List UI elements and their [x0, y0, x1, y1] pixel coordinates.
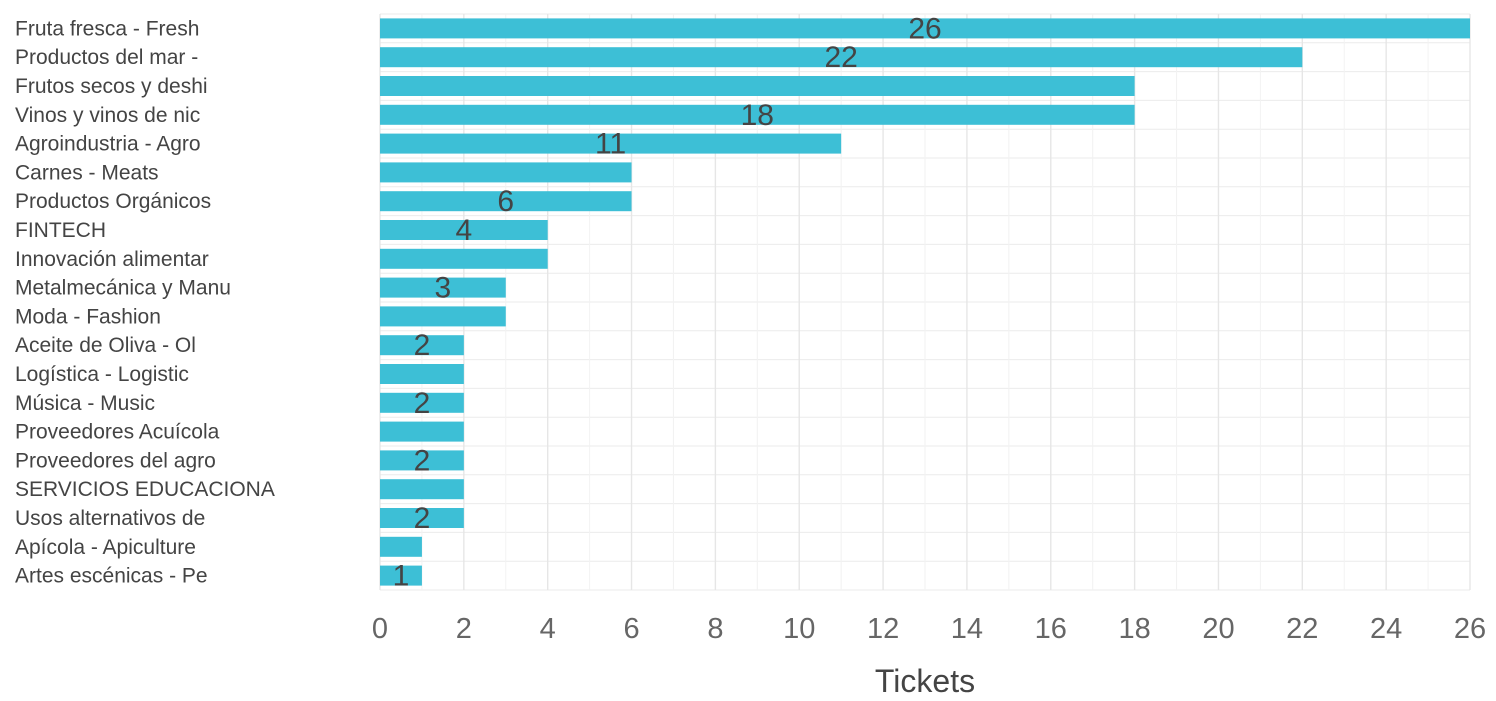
bar[interactable] — [380, 479, 464, 500]
bar[interactable] — [380, 162, 632, 183]
category-label: SERVICIOS EDUCACIONA — [15, 478, 275, 501]
x-tick-label: 18 — [1118, 613, 1150, 645]
x-tick-label: 14 — [951, 613, 983, 645]
x-tick-label: 0 — [372, 613, 388, 645]
bar[interactable] — [380, 335, 464, 356]
x-tick-labels: 0 2 4 6 8 10 12 14 16 18 20 22 24 26 — [372, 613, 1486, 645]
bar[interactable] — [380, 450, 464, 471]
bar[interactable] — [380, 565, 422, 586]
bar[interactable] — [380, 536, 422, 557]
x-tick-label: 12 — [867, 613, 899, 645]
category-label: Logística - Logistic — [15, 363, 189, 386]
bar[interactable] — [380, 47, 1303, 68]
category-label: Apícola - Apiculture — [15, 536, 196, 559]
bar[interactable] — [380, 364, 464, 384]
bar[interactable] — [380, 76, 1135, 96]
bar[interactable] — [380, 508, 464, 528]
bar[interactable] — [380, 421, 464, 442]
x-axis-title: Tickets — [875, 663, 975, 696]
data-label: 2 — [414, 444, 431, 477]
bar[interactable] — [380, 104, 1135, 125]
bar[interactable] — [380, 191, 632, 212]
data-label: 2 — [414, 329, 431, 362]
x-tick-label: 22 — [1286, 613, 1318, 645]
data-label: 11 — [595, 128, 626, 161]
x-tick-label: 4 — [540, 613, 556, 645]
x-tick-label: 2 — [456, 613, 472, 645]
data-label: 18 — [741, 99, 774, 132]
category-label: Música - Music — [15, 392, 155, 415]
x-tick-label: 24 — [1370, 613, 1402, 645]
category-label: Productos Orgánicos — [15, 190, 211, 213]
data-label: 2 — [414, 502, 431, 535]
grid-lines — [379, 13, 1471, 591]
category-labels: Fruta fresca - Fresh Productos del mar - F… — [15, 17, 275, 587]
data-label: 22 — [824, 41, 857, 74]
bar[interactable] — [380, 306, 506, 327]
data-label: 2 — [414, 387, 431, 420]
category-label: FINTECH — [15, 219, 106, 242]
category-label: Fruta fresca - Fresh — [15, 17, 199, 40]
category-label: Moda - Fashion — [15, 305, 161, 328]
data-label: 4 — [456, 214, 473, 247]
x-tick-label: 20 — [1202, 613, 1234, 645]
category-label: Productos del mar - — [15, 46, 198, 69]
x-tick-label: 26 — [1454, 613, 1486, 645]
x-tick-label: 6 — [623, 613, 639, 645]
data-label: 1 — [393, 560, 410, 593]
bar[interactable] — [380, 277, 506, 298]
data-label: 6 — [497, 185, 514, 218]
bar[interactable] — [380, 248, 548, 269]
category-label: Innovación alimentar — [15, 248, 209, 271]
x-tick-label: 10 — [783, 613, 815, 645]
category-label: Vinos y vinos de nic — [15, 104, 200, 127]
category-label: Metalmecánica y Manu — [15, 277, 231, 300]
category-label: Aceite de Oliva - Ol — [15, 334, 196, 357]
bar[interactable] — [380, 392, 464, 413]
x-tick-label: 8 — [707, 613, 723, 645]
category-label: Proveedores Acuícola — [15, 421, 220, 444]
category-label: Artes escénicas - Pe — [15, 565, 208, 588]
category-label: Usos alternativos de — [15, 507, 205, 530]
x-tick-label: 16 — [1035, 613, 1067, 645]
bar[interactable] — [380, 220, 548, 240]
category-label: Agroindustria - Agro — [15, 133, 201, 156]
category-label: Proveedores del agro — [15, 449, 216, 472]
bar[interactable] — [380, 18, 1470, 39]
category-label: Carnes - Meats — [15, 161, 159, 184]
category-label: Frutos secos y deshi — [15, 75, 208, 98]
bars — [380, 18, 1470, 586]
bar[interactable] — [380, 133, 842, 154]
data-label: 3 — [435, 272, 452, 305]
data-label: 26 — [908, 12, 941, 45]
